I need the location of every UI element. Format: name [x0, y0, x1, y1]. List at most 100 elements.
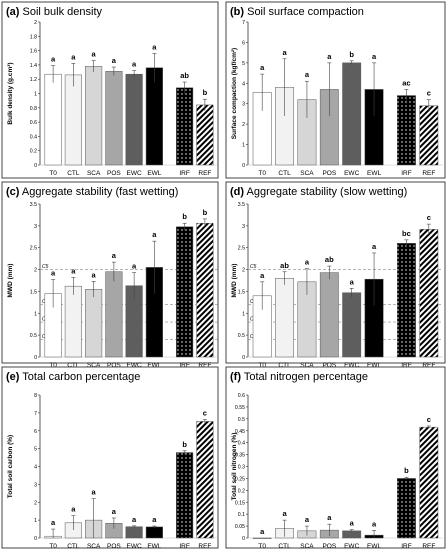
x-tick-label: POS — [107, 362, 121, 369]
significance-letter: ab — [280, 261, 289, 270]
significance-letter: a — [152, 515, 157, 524]
panel-label: (e) — [6, 371, 20, 383]
y-tick-label: 0.5 — [238, 333, 245, 339]
y-tick-label: 0 — [34, 536, 37, 542]
x-tick-label: EWC — [127, 362, 142, 369]
y-tick-label: 1 — [242, 143, 245, 149]
significance-letter: a — [282, 48, 287, 57]
panel-label: (b) — [230, 6, 244, 18]
y-tick-label: 0.4 — [238, 441, 245, 447]
y-tick-label: 0.4 — [30, 134, 37, 140]
panel-title-text: Aggregate stability (slow wetting) — [244, 186, 407, 198]
x-tick-label: IRF — [179, 362, 190, 369]
bar-ref — [196, 421, 214, 539]
y-tick-label: 0.45 — [235, 429, 245, 435]
x-tick-label: CTL — [67, 362, 80, 369]
significance-letter: b — [203, 208, 208, 217]
panel-2: (c) Aggregate stability (fast wetting) 0 0… — [1, 181, 219, 369]
bar-sca — [85, 66, 103, 166]
y-tick-label: 1.5 — [238, 289, 245, 295]
significance-letter: a — [327, 513, 332, 522]
y-tick-label: 1.5 — [30, 289, 37, 295]
significance-letter: b — [404, 466, 409, 475]
bar-ewc — [342, 62, 362, 166]
y-tick-label: 0.8 — [30, 106, 37, 112]
panel-1: (b) Soil surface compaction 0 1 2 3 4 5 6 7 Surfa… — [225, 1, 446, 179]
significance-letter: a — [92, 270, 97, 279]
y-tick-label: 3 — [242, 102, 245, 108]
y-tick-label: 0.5 — [238, 417, 245, 423]
bar-irf — [397, 478, 416, 539]
y-axis-label: MWD (mm) — [7, 264, 14, 298]
x-tick-label: IRF — [401, 170, 412, 177]
bar-ewc — [342, 292, 362, 358]
y-tick-label: 0.1 — [238, 512, 245, 518]
x-tick-label: T0 — [49, 362, 57, 369]
y-tick-label: 3.5 — [30, 202, 37, 208]
y-tick-label: 0.15 — [235, 500, 245, 506]
x-tick-label: CTL — [67, 543, 80, 550]
y-tick-label: 0 — [34, 355, 37, 361]
panel-title-text: Total nitrogen percentage — [241, 371, 368, 383]
bar-t0 — [252, 537, 272, 539]
panel-3: (d) Aggregate stability (slow wetting) 0 0… — [225, 181, 446, 369]
significance-letter: a — [71, 266, 76, 275]
significance-letter: a — [51, 55, 56, 64]
bar-ref — [419, 426, 439, 539]
panel-title-text: Soil surface compaction — [244, 6, 364, 18]
bar-ctl — [64, 74, 82, 166]
x-tick-label: EWC — [344, 362, 359, 369]
significance-letter: a — [132, 262, 137, 271]
y-tick-label: 2 — [34, 500, 37, 506]
bar-irf — [176, 452, 194, 539]
x-tick-label: REF — [422, 170, 435, 177]
significance-letter: a — [112, 251, 117, 260]
y-tick-label: 1.6 — [30, 49, 37, 55]
x-tick-label: POS — [322, 362, 336, 369]
significance-letter: a — [71, 52, 76, 61]
panel-border — [225, 366, 446, 549]
bar-ref — [419, 229, 439, 358]
bar-ewc — [125, 526, 143, 539]
x-tick-label: SCA — [300, 362, 314, 369]
y-tick-label: 0.5 — [30, 333, 37, 339]
panel-title: (e) Total carbon percentage — [6, 371, 140, 383]
y-tick-label: 1.4 — [30, 63, 37, 69]
reference-line-label: C5 — [42, 264, 49, 270]
panel-border — [225, 1, 446, 179]
panel-title: (d) Aggregate stability (slow wetting) — [230, 186, 407, 198]
y-tick-label: 5 — [34, 447, 37, 453]
significance-letter: b — [182, 440, 187, 449]
significance-letter: a — [152, 42, 157, 51]
x-tick-label: EWL — [147, 362, 161, 369]
significance-letter: a — [260, 63, 265, 72]
significance-letter: ac — [402, 78, 410, 87]
y-tick-label: 0 — [242, 355, 245, 361]
x-tick-label: REF — [198, 543, 211, 550]
panel-title-text: Soil bulk density — [19, 6, 102, 18]
significance-letter: a — [260, 527, 265, 536]
significance-letter: c — [427, 213, 431, 222]
panel-title-text: Total carbon percentage — [19, 371, 140, 383]
significance-letter: a — [51, 518, 56, 527]
x-tick-label: REF — [422, 362, 435, 369]
panel-border — [1, 181, 219, 364]
panel-label: (f) — [230, 371, 241, 383]
significance-letter: bc — [402, 229, 411, 238]
x-tick-label: REF — [198, 362, 211, 369]
y-tick-label: 7 — [242, 20, 245, 26]
significance-letter: a — [372, 242, 377, 251]
significance-letter: b — [203, 88, 208, 97]
y-tick-label: 2 — [34, 268, 37, 274]
significance-letter: a — [372, 519, 377, 528]
significance-letter: a — [51, 269, 56, 278]
y-tick-label: 1 — [242, 311, 245, 317]
x-tick-label: POS — [107, 170, 121, 177]
panel-title: (a) Soil bulk density — [6, 6, 102, 18]
y-tick-label: 0 — [34, 163, 37, 169]
panel-title: (b) Soil surface compaction — [230, 6, 364, 18]
y-tick-label: 1 — [34, 92, 37, 98]
y-tick-label: 4 — [34, 465, 37, 471]
significance-letter: a — [112, 56, 117, 65]
significance-letter: a — [327, 52, 332, 61]
